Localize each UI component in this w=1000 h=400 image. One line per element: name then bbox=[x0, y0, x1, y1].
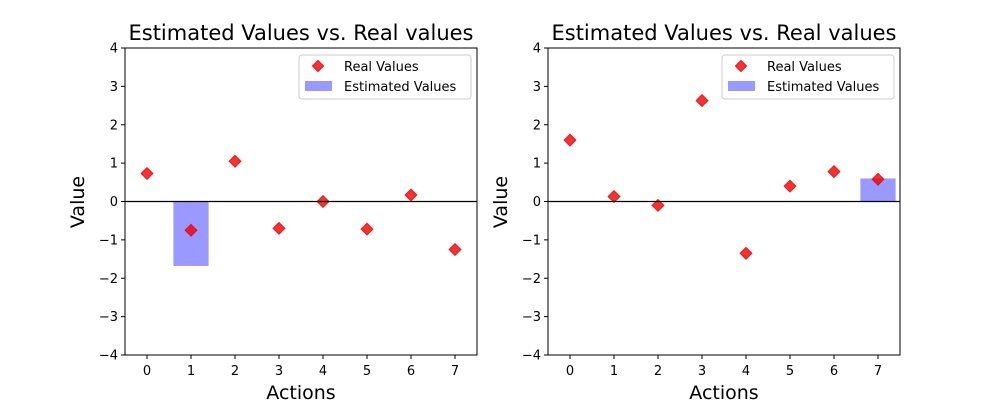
x-tick-label: 4 bbox=[319, 364, 327, 379]
x-tick-label: 7 bbox=[451, 364, 459, 379]
legend-box bbox=[721, 54, 895, 100]
x-tick-label: 0 bbox=[566, 364, 574, 379]
x-tick-label: 3 bbox=[275, 364, 283, 379]
chart-title: Estimated Values vs. Real values bbox=[551, 21, 896, 45]
real-value-point bbox=[651, 198, 665, 212]
plot-frame bbox=[124, 47, 478, 356]
x-tick-label: 6 bbox=[407, 364, 415, 379]
y-tick-label: 3 bbox=[110, 80, 118, 95]
real-value-point bbox=[228, 154, 242, 168]
legend-estimated-swatch bbox=[728, 81, 755, 91]
legend-real-label: Real Values bbox=[344, 60, 419, 75]
y-tick-label: 2 bbox=[533, 118, 541, 133]
y-tick-label: −3 bbox=[99, 310, 118, 325]
legend-real-marker bbox=[311, 59, 325, 73]
y-tick-label: 4 bbox=[110, 42, 118, 57]
legend-real-label: Real Values bbox=[767, 60, 842, 75]
legend-real-marker bbox=[734, 59, 748, 73]
marks-layer: −4 −3 −2 −1 0 1 2 3 4 0 1 2 3 4 5 6 7 bbox=[99, 42, 462, 379]
y-axis-title: Value bbox=[67, 176, 89, 228]
y-tick-label: −2 bbox=[522, 272, 541, 287]
y-tick-label: −1 bbox=[522, 233, 541, 248]
x-tick-label: 5 bbox=[786, 364, 794, 379]
y-tick-label: −2 bbox=[99, 272, 118, 287]
real-value-point bbox=[739, 246, 753, 260]
y-tick-label: 0 bbox=[110, 195, 118, 210]
y-tick-label: 1 bbox=[533, 157, 541, 172]
x-axis-title: Actions bbox=[689, 382, 758, 400]
x-tick-label: 3 bbox=[698, 364, 706, 379]
x-tick-label: 1 bbox=[610, 364, 618, 379]
real-value-point bbox=[272, 221, 286, 236]
legend-box bbox=[298, 54, 472, 100]
x-axis-title: Actions bbox=[266, 382, 335, 400]
real-value-point bbox=[871, 172, 885, 186]
real-value-point bbox=[607, 189, 621, 204]
legend-estimated-label: Estimated Values bbox=[344, 80, 457, 95]
y-tick-label: 3 bbox=[533, 80, 541, 95]
y-tick-label: −1 bbox=[99, 233, 118, 248]
chart-left: Estimated Values vs. Real values Value A… bbox=[67, 21, 478, 400]
y-tick-label: 0 bbox=[533, 195, 541, 210]
x-tick-label: 4 bbox=[742, 364, 750, 379]
real-value-point bbox=[783, 179, 797, 193]
x-tick-label: 7 bbox=[874, 364, 882, 379]
real-value-point bbox=[140, 166, 154, 181]
plot-frame bbox=[547, 47, 901, 356]
y-tick-label: 4 bbox=[533, 42, 541, 57]
y-tick-label: −3 bbox=[522, 310, 541, 325]
x-tick-label: 2 bbox=[654, 364, 662, 379]
legend-estimated-label: Estimated Values bbox=[767, 80, 880, 95]
real-value-point bbox=[404, 188, 418, 202]
x-tick-label: 6 bbox=[830, 364, 838, 379]
y-tick-label: −4 bbox=[99, 349, 118, 364]
x-tick-label: 1 bbox=[187, 364, 195, 379]
y-tick-label: −4 bbox=[522, 349, 541, 364]
chart-right: Estimated Values vs. Real values Value A… bbox=[490, 21, 901, 400]
legend-estimated-swatch bbox=[305, 81, 332, 91]
marks-layer: −4 −3 −2 −1 0 1 2 3 4 0 1 2 3 4 5 6 7 bbox=[522, 42, 896, 379]
estimated-value-bar bbox=[860, 178, 896, 202]
real-value-point bbox=[184, 223, 198, 237]
y-tick-label: 1 bbox=[110, 157, 118, 172]
real-value-point bbox=[360, 222, 374, 236]
legend: Real Values Estimated Values bbox=[298, 54, 472, 100]
real-value-point bbox=[448, 242, 462, 257]
x-tick-label: 2 bbox=[231, 364, 239, 379]
y-axis-title: Value bbox=[490, 176, 512, 228]
x-tick-label: 5 bbox=[363, 364, 371, 379]
chart-title: Estimated Values vs. Real values bbox=[128, 21, 473, 45]
legend: Real Values Estimated Values bbox=[721, 54, 895, 100]
y-tick-label: 2 bbox=[110, 118, 118, 133]
real-value-point bbox=[563, 133, 577, 147]
real-value-point bbox=[827, 164, 841, 179]
x-tick-label: 0 bbox=[143, 364, 151, 379]
real-value-point bbox=[695, 93, 709, 108]
